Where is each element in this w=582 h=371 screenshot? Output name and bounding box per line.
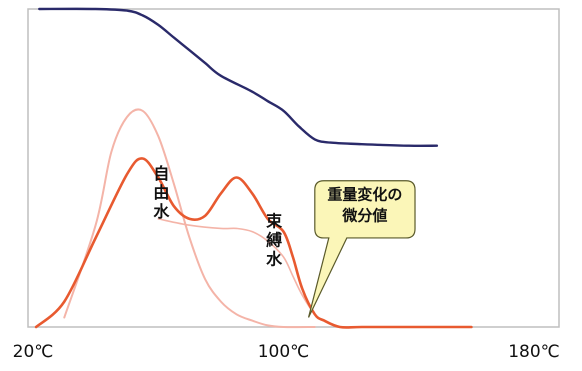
- callout-line: 重量変化の: [327, 186, 402, 204]
- bound-water-label-char: 束: [266, 212, 283, 231]
- bound-water-label: 束縛水: [266, 212, 283, 269]
- free-water-label-char: 自: [153, 164, 169, 183]
- callout-bubble: [307, 180, 416, 318]
- free-water-curve: [63, 108, 316, 329]
- bound-water-label-char: 縛: [266, 231, 282, 250]
- x-tick-label: 20℃: [13, 342, 54, 362]
- bound-water-label-char: 水: [266, 250, 283, 269]
- derivative-curve: [34, 157, 473, 329]
- free-water-label: 自由水: [153, 164, 170, 221]
- x-tick-label: 100℃: [258, 342, 310, 362]
- x-tick-label: 180℃: [508, 342, 560, 362]
- series-layer: [34, 7, 473, 329]
- callout-line: 微分値: [341, 207, 387, 225]
- free-water-label-char: 水: [153, 202, 170, 221]
- x-axis-ticks: 20℃ 100℃ 180℃: [13, 342, 560, 362]
- free-water-label-char: 由: [153, 183, 169, 202]
- plot-frame: [27, 8, 560, 328]
- weight-curve: [38, 7, 439, 148]
